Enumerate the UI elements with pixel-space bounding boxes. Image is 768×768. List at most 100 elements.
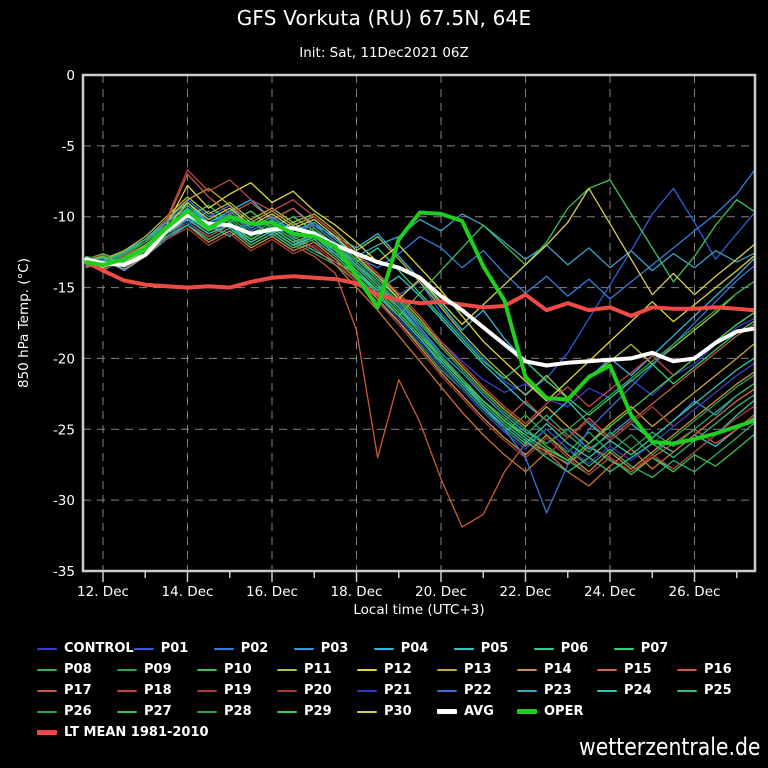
legend-item-p12: P12	[357, 662, 437, 677]
series-p16	[85, 221, 755, 528]
legend-swatch	[597, 689, 617, 692]
series-p19	[85, 227, 755, 476]
legend-item-p08: P08	[37, 662, 117, 677]
legend-swatch	[437, 668, 457, 671]
legend-swatch	[613, 647, 634, 650]
legend-item-p25: P25	[677, 683, 757, 698]
legend-swatch	[357, 710, 377, 713]
legend-label: P27	[144, 704, 172, 719]
legend-label: P24	[624, 683, 652, 698]
legend-label: P10	[224, 662, 252, 677]
legend-label: P22	[464, 683, 492, 698]
legend-item-p17: P17	[37, 683, 117, 698]
legend-item-lt-mean-1981-2010: LT MEAN 1981-2010	[37, 725, 209, 740]
legend-label: P08	[64, 662, 92, 677]
legend-item-avg: AVG	[437, 704, 517, 719]
series-p13	[85, 187, 755, 445]
legend-label: P18	[144, 683, 172, 698]
legend-item-p15: P15	[597, 662, 677, 677]
legend-label: P26	[64, 704, 92, 719]
legend-swatch	[357, 689, 377, 692]
legend-row: CONTROL P01 P02 P03 P04 P05 P06 P07	[37, 641, 768, 662]
x-tick-label: 22. Dec	[500, 584, 552, 600]
y-tick-label: -30	[53, 493, 75, 509]
legend-label: OPER	[544, 704, 584, 719]
series-group	[84, 169, 755, 528]
plot-border	[81, 73, 757, 573]
legend-swatch	[197, 668, 217, 671]
legend-swatch	[277, 689, 297, 692]
legend-swatch	[117, 710, 137, 713]
legend-label: AVG	[464, 704, 494, 719]
legend-label: P13	[464, 662, 492, 677]
page-title: GFS Vorkuta (RU) 67.5N, 64E	[236, 6, 532, 30]
series-oper	[84, 209, 755, 446]
legend-row: P26 P27 P28 P29 P30 AVG OPER	[37, 704, 768, 725]
legend-swatch	[197, 689, 217, 692]
legend-item-p24: P24	[597, 683, 677, 698]
series-p26	[85, 216, 755, 453]
series-lt-mean-1981-2010	[84, 260, 755, 318]
legend-label: P21	[384, 683, 412, 698]
legend-label: P29	[304, 704, 332, 719]
legend-item-p02: P02	[213, 641, 294, 656]
legend-label: P03	[320, 641, 349, 656]
x-tick-label: 16. Dec	[246, 584, 298, 600]
series-p10	[85, 204, 755, 476]
x-tick-label: 14. Dec	[162, 584, 214, 600]
legend-row: P17 P18 P19 P20 P21 P22 P23 P24 P25	[37, 683, 768, 704]
watermark: wetterzentrale.de	[578, 733, 760, 761]
legend-item-p23: P23	[517, 683, 597, 698]
legend-label: P04	[400, 641, 429, 656]
legend-label: P30	[384, 704, 412, 719]
y-tick-label: -15	[53, 281, 75, 297]
legend-label: P12	[384, 662, 412, 677]
legend-item-p26: P26	[37, 704, 117, 719]
legend-item-p19: P19	[197, 683, 277, 698]
x-axis-title: Local time (UTC+3)	[353, 602, 485, 618]
legend-label: P25	[704, 683, 732, 698]
x-tick-label: 26. Dec	[669, 584, 721, 600]
legend-label: P14	[544, 662, 572, 677]
legend-item-p06: P06	[533, 641, 614, 656]
legend-label: P02	[240, 641, 269, 656]
legend: CONTROL P01 P02 P03 P04 P05 P06 P07 P08 P09 P10 P11…	[0, 641, 768, 746]
legend-swatch	[437, 709, 457, 714]
init-subtitle: Init: Sat, 11Dec2021 06Z	[299, 45, 469, 61]
series-p21	[85, 221, 755, 464]
legend-item-p27: P27	[117, 704, 197, 719]
legend-swatch	[37, 710, 57, 713]
y-tick-label: -25	[53, 422, 75, 438]
legend-item-p21: P21	[357, 683, 437, 698]
series-p09	[85, 218, 755, 456]
legend-item-control: CONTROL	[37, 641, 134, 656]
series-p29	[85, 216, 755, 462]
legend-label: P01	[160, 641, 189, 656]
legend-swatch	[517, 668, 537, 671]
legend-label: P06	[560, 641, 589, 656]
legend-swatch	[277, 668, 297, 671]
legend-item-p16: P16	[677, 662, 757, 677]
y-tick-label: -5	[62, 139, 75, 155]
legend-item-p11: P11	[277, 662, 357, 677]
legend-swatch	[437, 689, 457, 692]
y-tick-label: -20	[53, 351, 75, 367]
series-p11	[85, 196, 755, 399]
series-avg	[84, 213, 755, 368]
legend-swatch	[293, 647, 314, 650]
legend-swatch	[453, 647, 474, 650]
legend-swatch	[37, 668, 57, 671]
legend-item-p18: P18	[117, 683, 197, 698]
series-p14	[85, 224, 755, 473]
legend-swatch	[357, 668, 377, 671]
series-p23	[85, 207, 755, 272]
legend-swatch	[277, 710, 297, 713]
legend-label: P15	[624, 662, 652, 677]
legend-label: CONTROL	[64, 641, 134, 656]
legend-label: P07	[640, 641, 669, 656]
y-tick-label: -35	[53, 564, 75, 580]
legend-swatch	[117, 689, 137, 692]
legend-swatch	[517, 709, 537, 714]
y-tick-label: -10	[53, 210, 75, 226]
